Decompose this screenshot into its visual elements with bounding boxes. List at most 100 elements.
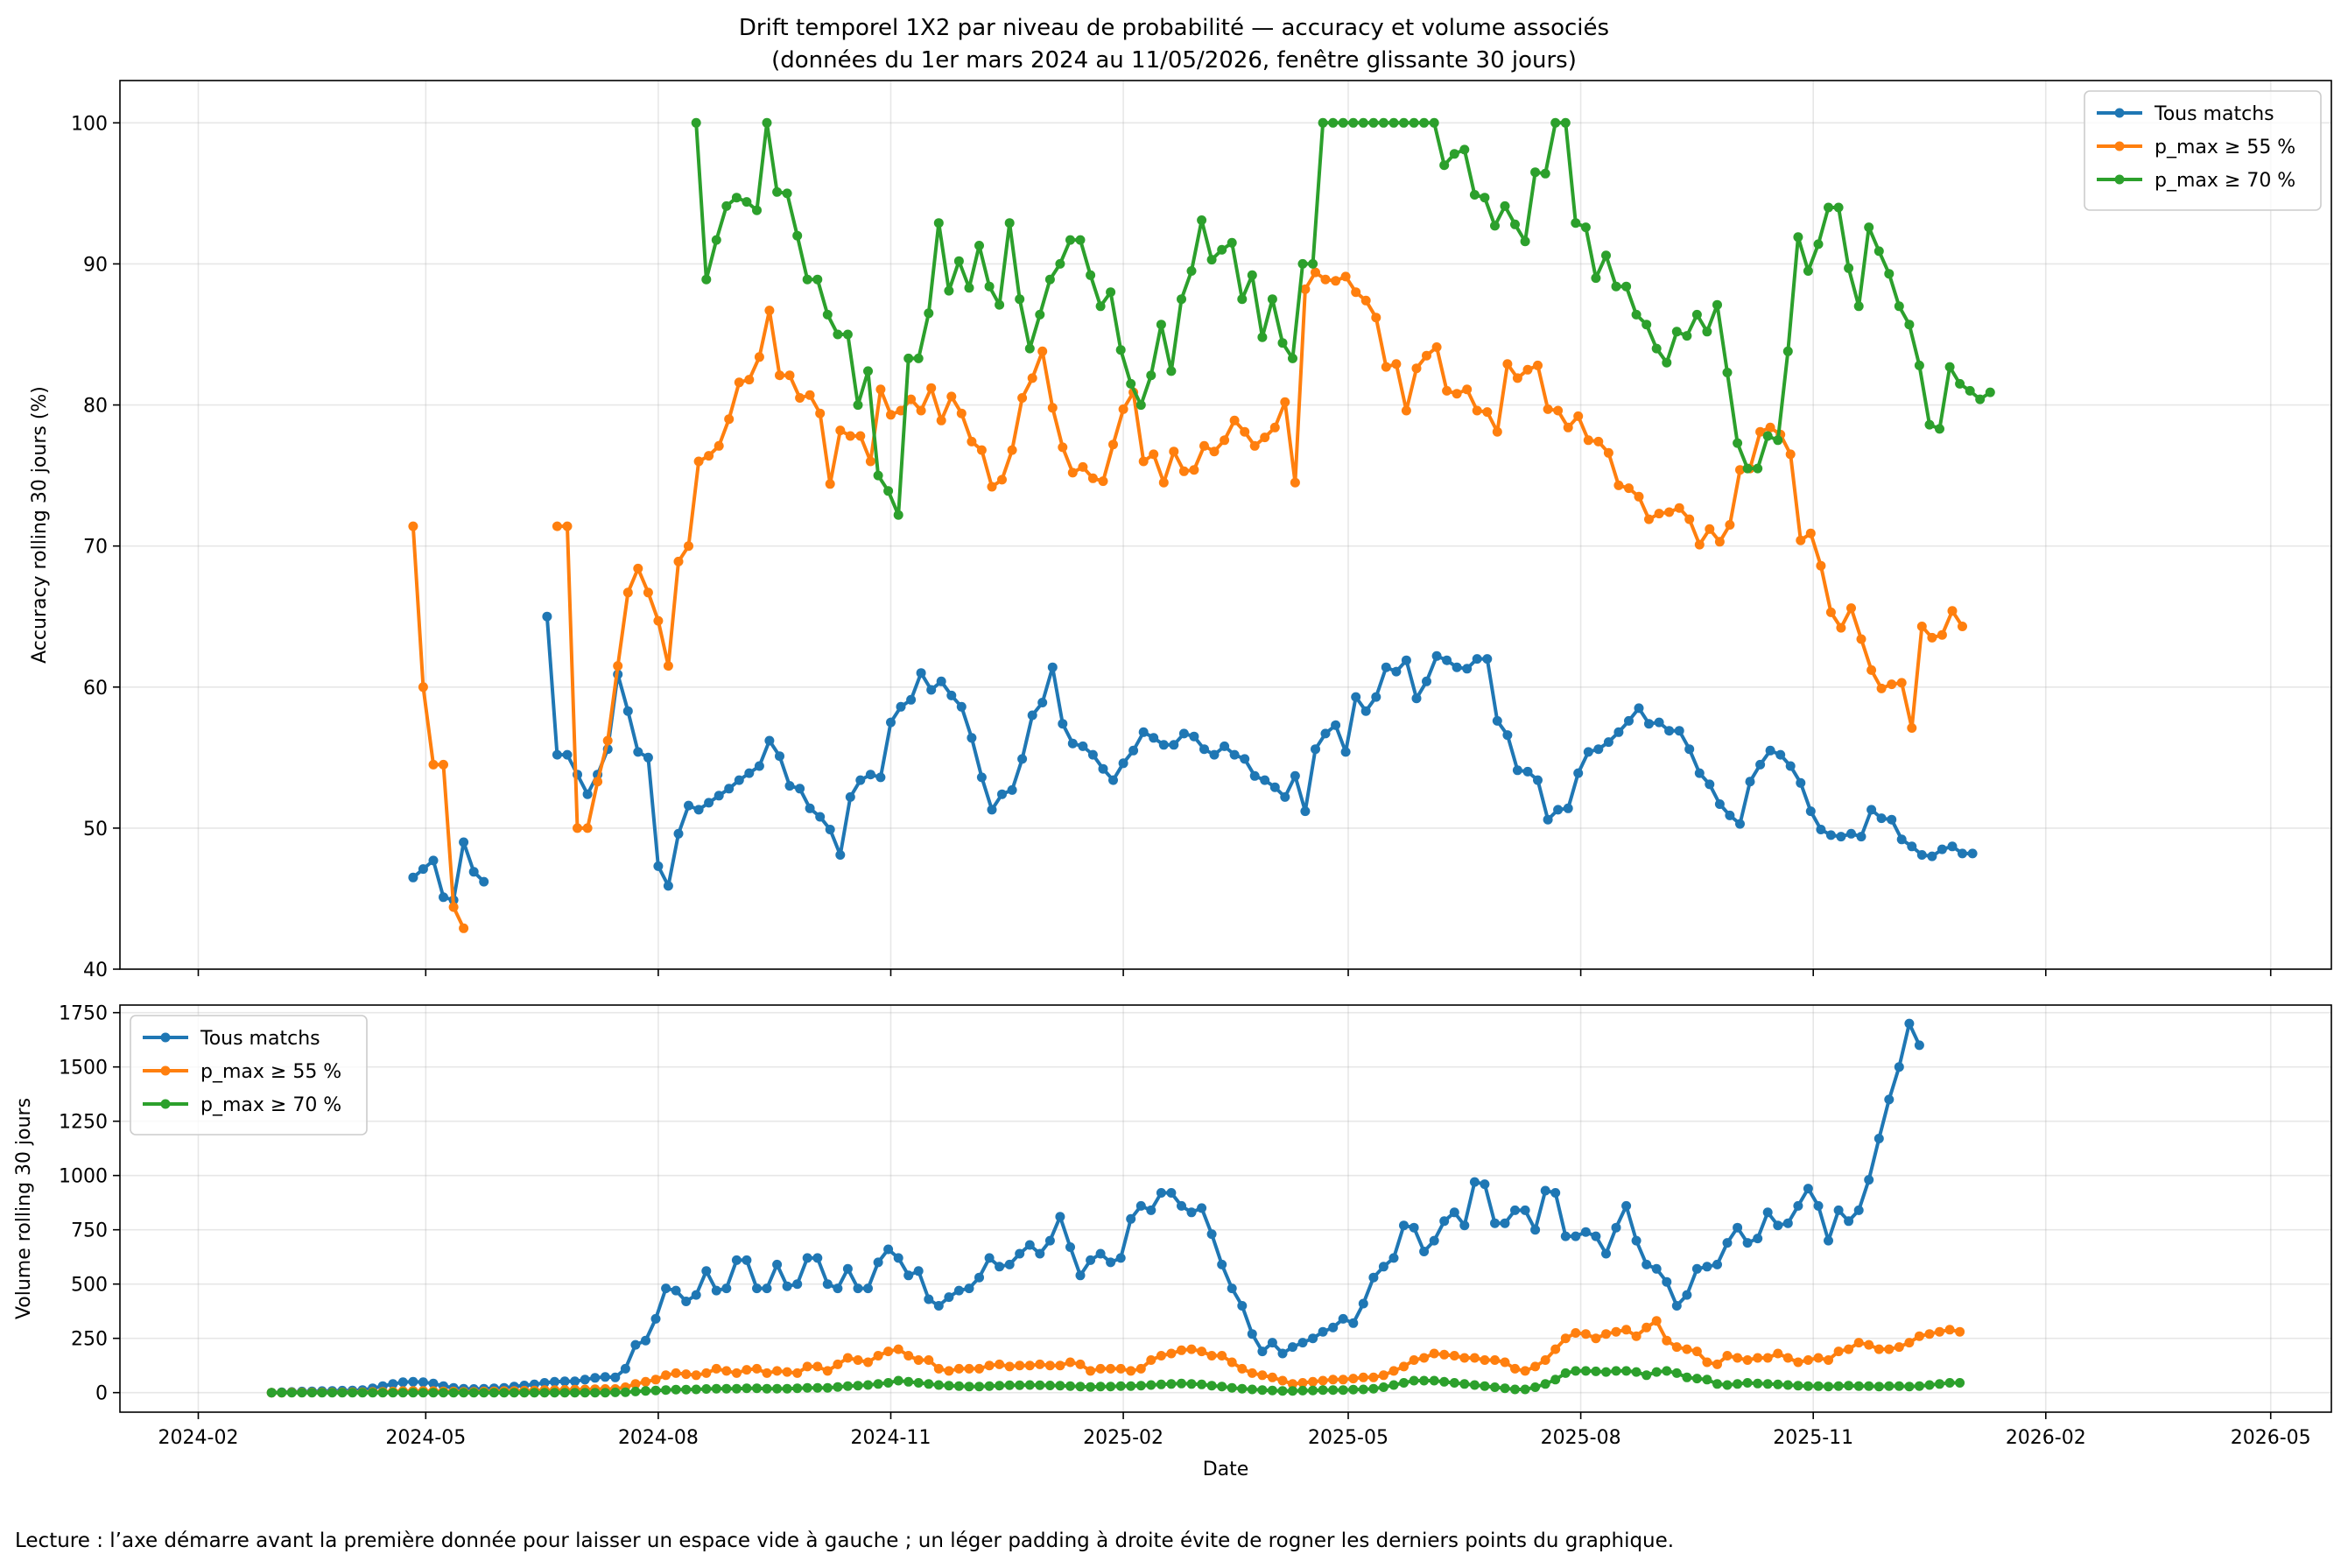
vol-point-p70 bbox=[1297, 1385, 1308, 1396]
vol-point-all bbox=[397, 1377, 408, 1388]
vol-point-p55 bbox=[1429, 1348, 1439, 1359]
vol-point-p70 bbox=[1348, 1384, 1359, 1395]
vol-point-p70 bbox=[1227, 1382, 1237, 1393]
acc-point-p70 bbox=[1782, 346, 1793, 356]
vol-point-all bbox=[1308, 1333, 1318, 1344]
acc-point-p55 bbox=[1785, 449, 1796, 460]
acc-legend-label-all: Tous matchs bbox=[2154, 103, 2274, 125]
acc-point-p70 bbox=[752, 205, 762, 215]
vol-point-all bbox=[641, 1335, 650, 1346]
acc-point-p55 bbox=[825, 479, 835, 489]
acc-point-p55 bbox=[1452, 389, 1462, 399]
acc-point-p55 bbox=[1240, 426, 1250, 437]
acc-point-p70 bbox=[1146, 370, 1156, 381]
acc-point-p70 bbox=[1965, 385, 1975, 396]
acc-point-all bbox=[1391, 666, 1402, 677]
vol-point-p70 bbox=[1773, 1379, 1783, 1389]
vol-point-p70 bbox=[953, 1381, 964, 1391]
vol-point-p55 bbox=[1015, 1361, 1025, 1371]
acc-point-p70 bbox=[1156, 320, 1166, 330]
vol-point-p55 bbox=[1621, 1325, 1632, 1335]
vol-point-p55 bbox=[661, 1370, 671, 1381]
vol-point-p70 bbox=[833, 1382, 843, 1392]
vol-point-all bbox=[418, 1377, 428, 1388]
acc-point-p70 bbox=[691, 117, 701, 128]
vol-point-all bbox=[842, 1263, 853, 1274]
vol-point-p70 bbox=[448, 1388, 459, 1398]
acc-point-all bbox=[1128, 745, 1139, 756]
vol-point-p55 bbox=[1237, 1363, 1248, 1374]
vol-point-all bbox=[1035, 1248, 1045, 1259]
vol-point-p55 bbox=[1288, 1379, 1297, 1389]
vol-point-p70 bbox=[1591, 1366, 1601, 1376]
acc-point-all bbox=[1674, 726, 1684, 736]
acc-point-p55 bbox=[1563, 422, 1573, 432]
vol-point-all bbox=[924, 1294, 934, 1304]
acc-point-all bbox=[1340, 747, 1351, 757]
acc-point-p70 bbox=[1197, 215, 1207, 225]
vol-point-p55 bbox=[1166, 1348, 1177, 1359]
vol-point-all bbox=[1419, 1247, 1430, 1256]
vol-point-all bbox=[812, 1253, 823, 1263]
vol-point-all bbox=[1580, 1227, 1591, 1237]
vol-point-p70 bbox=[1641, 1370, 1652, 1381]
vol-point-p70 bbox=[1914, 1381, 1924, 1391]
acc-point-p70 bbox=[853, 400, 863, 411]
vol-point-p55 bbox=[1580, 1329, 1591, 1339]
acc-point-all bbox=[1755, 759, 1766, 770]
vol-point-p70 bbox=[1257, 1385, 1268, 1396]
acc-point-all bbox=[714, 791, 724, 801]
vol-point-p55 bbox=[1075, 1359, 1086, 1369]
vol-point-all bbox=[620, 1363, 630, 1374]
acc-point-p55 bbox=[1178, 466, 1189, 476]
vol-point-p70 bbox=[1853, 1381, 1864, 1391]
acc-point-p70 bbox=[1722, 368, 1733, 377]
acc-point-all bbox=[754, 761, 764, 771]
vol-ytick-label: 1750 bbox=[59, 1003, 108, 1025]
vol-point-all bbox=[853, 1283, 863, 1294]
vol-point-p70 bbox=[1833, 1381, 1844, 1391]
acc-point-p55 bbox=[1290, 477, 1300, 488]
vol-point-p55 bbox=[1399, 1361, 1409, 1372]
vol-point-p55 bbox=[873, 1351, 883, 1361]
vol-point-p55 bbox=[1328, 1375, 1339, 1385]
vol-point-all bbox=[742, 1255, 752, 1265]
acc-point-all bbox=[653, 861, 664, 871]
vol-point-p70 bbox=[1873, 1382, 1884, 1392]
vol-point-p70 bbox=[1682, 1372, 1692, 1382]
vol-point-p70 bbox=[1419, 1375, 1430, 1386]
acc-point-p55 bbox=[418, 682, 428, 693]
acc-point-p55 bbox=[946, 391, 957, 402]
acc-point-all bbox=[1856, 832, 1866, 842]
acc-point-all bbox=[663, 881, 673, 891]
acc-point-p70 bbox=[1742, 463, 1753, 474]
vol-point-all bbox=[570, 1376, 580, 1387]
acc-point-all bbox=[1796, 777, 1806, 788]
vol-point-all bbox=[1712, 1259, 1722, 1269]
acc-point-p55 bbox=[1805, 528, 1816, 538]
vol-point-p55 bbox=[1035, 1359, 1045, 1369]
acc-point-p70 bbox=[1308, 258, 1318, 269]
vol-point-p55 bbox=[974, 1363, 984, 1374]
vol-point-p70 bbox=[1055, 1381, 1065, 1391]
acc-point-p55 bbox=[1482, 407, 1493, 418]
vol-point-p70 bbox=[1621, 1366, 1632, 1376]
acc-point-p70 bbox=[1055, 258, 1065, 269]
vol-point-p55 bbox=[1550, 1344, 1561, 1354]
acc-legend-label-p55: p_max ≥ 55 % bbox=[2155, 137, 2295, 158]
vol-point-p70 bbox=[1065, 1381, 1075, 1391]
acc-point-p55 bbox=[1351, 287, 1361, 298]
vol-point-p70 bbox=[1530, 1382, 1541, 1392]
acc-point-all bbox=[1158, 740, 1169, 750]
vol-point-p70 bbox=[428, 1388, 439, 1398]
vol-legend-marker-p70 bbox=[160, 1099, 171, 1109]
vol-point-all bbox=[1853, 1205, 1864, 1215]
acc-point-p55 bbox=[1634, 491, 1644, 502]
acc-series-p70 bbox=[691, 117, 1995, 520]
vol-point-p70 bbox=[590, 1388, 601, 1398]
acc-point-p70 bbox=[1844, 263, 1854, 273]
vol-point-all bbox=[822, 1279, 833, 1290]
acc-point-all bbox=[1472, 654, 1482, 664]
acc-point-p70 bbox=[1267, 294, 1277, 305]
vol-xtick-label: 2024-08 bbox=[618, 1427, 699, 1449]
